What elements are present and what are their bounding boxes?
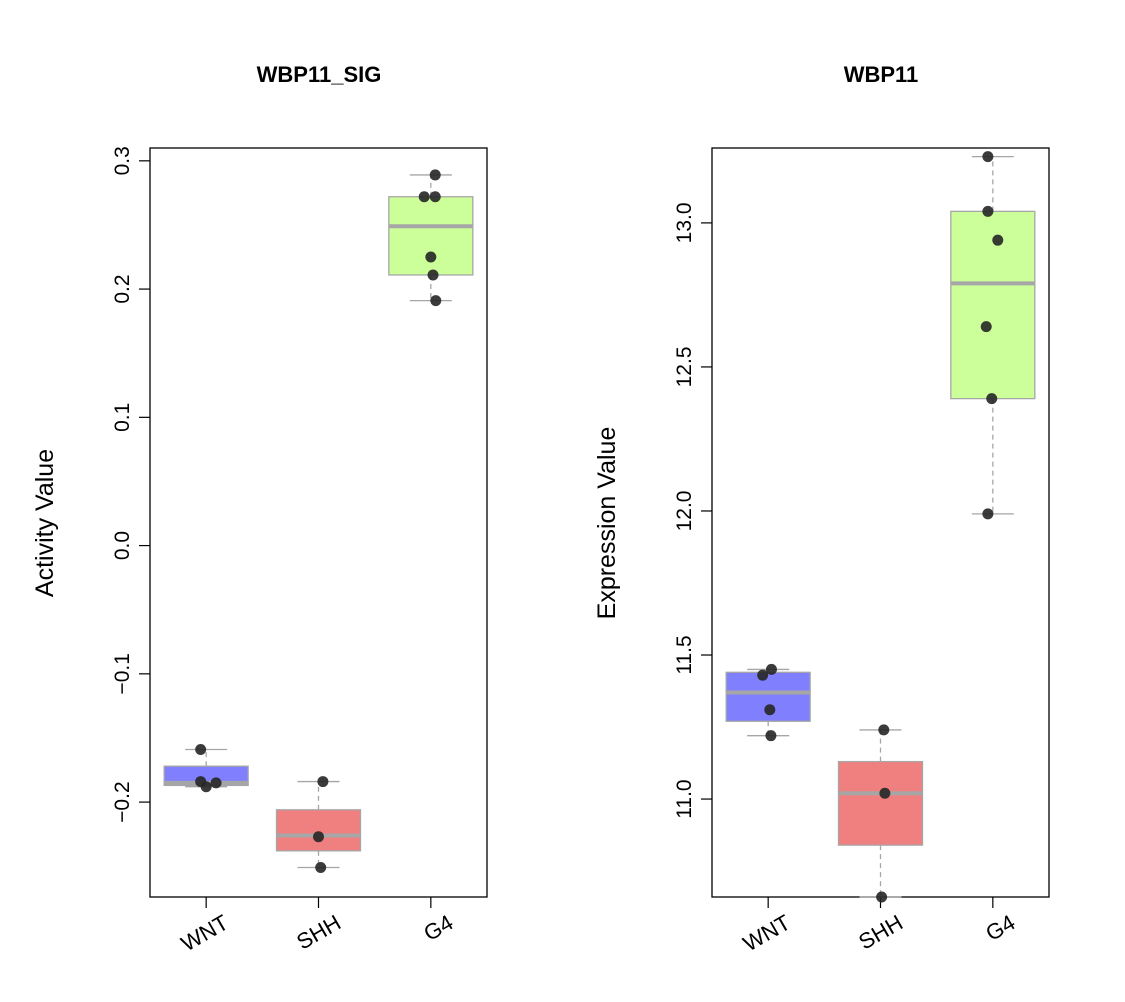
data-point bbox=[980, 321, 992, 333]
data-point bbox=[878, 724, 890, 736]
data-point bbox=[876, 891, 888, 903]
box-wnt bbox=[725, 663, 811, 742]
x-category-label: SHH bbox=[854, 910, 907, 955]
box-body bbox=[950, 210, 1036, 400]
y-tick-label: 0.2 bbox=[111, 274, 134, 303]
data-point bbox=[764, 704, 776, 716]
data-point bbox=[418, 191, 430, 203]
y-tick-label: 12.0 bbox=[673, 491, 696, 532]
data-point bbox=[313, 831, 324, 843]
data-point bbox=[982, 508, 994, 520]
data-point bbox=[429, 169, 441, 181]
x-category-label: G4 bbox=[981, 910, 1019, 946]
data-point bbox=[200, 781, 212, 793]
y-axis-label: Activity Value bbox=[31, 449, 59, 597]
box-wnt bbox=[163, 744, 249, 793]
data-point bbox=[986, 393, 998, 405]
data-point bbox=[317, 776, 329, 788]
y-tick-label: −0.1 bbox=[111, 653, 134, 694]
box-body bbox=[388, 196, 474, 276]
expression-panel: WBP11 Expression Value 11.0 11.5 12.0 12.5 1… bbox=[593, 62, 1050, 957]
y-tick-label: −0.2 bbox=[111, 781, 134, 822]
y-tick-label: 0.3 bbox=[111, 146, 134, 175]
data-point bbox=[195, 744, 207, 756]
data-point bbox=[992, 234, 1004, 246]
data-point bbox=[430, 295, 442, 307]
box-body bbox=[275, 809, 362, 852]
data-point bbox=[765, 730, 777, 742]
data-point bbox=[757, 669, 769, 681]
box-shh bbox=[837, 724, 924, 903]
data-point bbox=[982, 205, 994, 217]
y-tick-label: 0.1 bbox=[111, 403, 134, 432]
x-category-label: WNT bbox=[739, 910, 795, 957]
y-axis-label: Expression Value bbox=[593, 427, 621, 620]
panel-title: WBP11_SIG bbox=[257, 62, 382, 87]
box-shh bbox=[275, 776, 362, 874]
activity-panel: WBP11_SIG Activity Value −0.2 −0.1 0.0 0.1 0… bbox=[31, 62, 488, 957]
data-point bbox=[427, 269, 439, 281]
data-point bbox=[210, 777, 222, 789]
panel-title: WBP11 bbox=[844, 62, 919, 87]
box-body bbox=[837, 760, 924, 846]
data-point bbox=[879, 787, 891, 799]
y-tick-label: 11.0 bbox=[673, 779, 696, 818]
x-category-label: G4 bbox=[419, 910, 457, 946]
data-point bbox=[315, 862, 327, 874]
box-g4 bbox=[388, 169, 474, 307]
box-g4 bbox=[950, 151, 1036, 520]
x-category-label: SHH bbox=[292, 910, 345, 955]
data-point bbox=[982, 151, 994, 163]
y-tick-label: 12.5 bbox=[673, 347, 696, 388]
data-point bbox=[429, 191, 441, 203]
x-category-label: WNT bbox=[177, 910, 233, 957]
data-point bbox=[765, 663, 777, 675]
y-tick-label: 0.0 bbox=[111, 531, 134, 560]
y-tick-label: 11.5 bbox=[673, 635, 696, 674]
data-point bbox=[425, 251, 437, 263]
y-tick-label: 13.0 bbox=[673, 202, 696, 243]
